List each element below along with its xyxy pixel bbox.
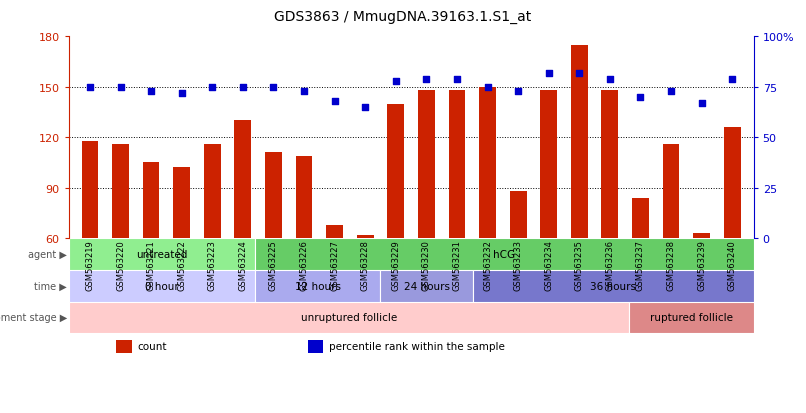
Text: 0 hour: 0 hour (145, 281, 179, 291)
Bar (663, 145, 679, 238)
Bar (265, 153, 282, 238)
Point (144, 88, 157, 95)
Point (420, 76, 433, 83)
Bar (724, 128, 741, 238)
Point (84, 84, 97, 91)
Point (206, 84, 218, 91)
Point (359, 104, 372, 111)
Text: unruptured follicle: unruptured follicle (301, 313, 397, 323)
Bar (388, 104, 404, 238)
Bar (448, 91, 465, 238)
Point (389, 78, 402, 85)
Bar (143, 163, 160, 238)
Text: percentile rank within the sample: percentile rank within the sample (329, 342, 505, 351)
Bar (473, 270, 754, 302)
Text: ruptured follicle: ruptured follicle (650, 313, 733, 323)
Point (236, 84, 249, 91)
Bar (629, 302, 754, 333)
Bar (571, 45, 588, 238)
Bar (540, 91, 557, 238)
Bar (69, 270, 256, 302)
Point (481, 84, 494, 91)
Bar (69, 302, 629, 333)
Point (695, 100, 708, 107)
Bar (256, 270, 380, 302)
Bar (69, 238, 256, 270)
Bar (693, 233, 710, 238)
Bar (81, 141, 98, 238)
Point (573, 70, 586, 77)
Bar (256, 238, 754, 270)
Bar (380, 270, 473, 302)
Point (542, 70, 555, 77)
Bar (296, 156, 313, 238)
Bar (112, 145, 129, 238)
Point (665, 88, 678, 95)
Text: 12 hours: 12 hours (295, 281, 341, 291)
Bar (632, 198, 649, 238)
Bar (509, 192, 526, 238)
Point (175, 90, 188, 97)
Text: development stage ▶: development stage ▶ (0, 313, 67, 323)
Bar (173, 168, 190, 238)
Text: GDS3863 / MmugDNA.39163.1.S1_at: GDS3863 / MmugDNA.39163.1.S1_at (274, 10, 532, 24)
Point (297, 88, 310, 95)
Text: hCG: hCG (493, 249, 516, 259)
Bar (418, 91, 434, 238)
Bar (308, 340, 323, 353)
Text: time ▶: time ▶ (35, 281, 67, 291)
Text: count: count (137, 342, 167, 351)
Point (451, 76, 463, 83)
Text: 36 hours: 36 hours (591, 281, 637, 291)
Bar (601, 91, 618, 238)
Point (114, 84, 127, 91)
Point (267, 84, 280, 91)
Bar (326, 225, 343, 238)
Point (725, 76, 738, 83)
Text: untreated: untreated (136, 249, 188, 259)
Bar (204, 145, 221, 238)
Point (328, 98, 341, 105)
Text: 24 hours: 24 hours (404, 281, 450, 291)
Point (604, 76, 617, 83)
Text: agent ▶: agent ▶ (28, 249, 67, 259)
Point (512, 88, 525, 95)
Point (634, 94, 647, 101)
Bar (479, 88, 496, 238)
Bar (357, 235, 374, 238)
Bar (117, 340, 131, 353)
Bar (235, 121, 251, 238)
